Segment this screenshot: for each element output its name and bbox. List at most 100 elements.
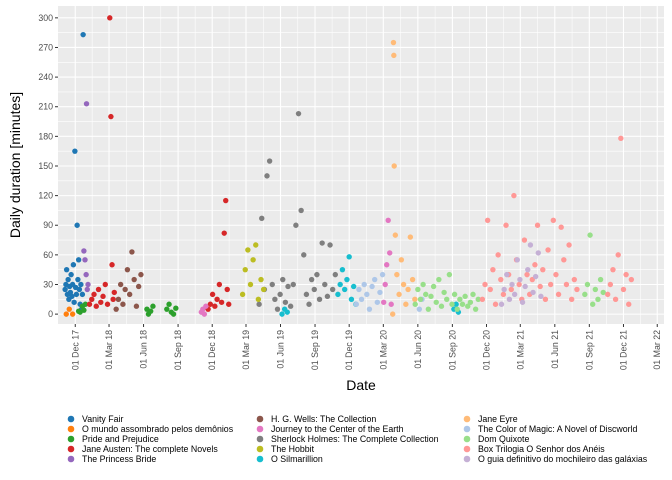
data-point <box>472 306 479 312</box>
data-point <box>166 301 172 307</box>
data-point <box>308 276 315 283</box>
data-point <box>293 222 299 228</box>
x-tick-label: 01 Mar 18 <box>104 330 114 370</box>
x-tick-label: 01 Dec 19 <box>344 330 354 370</box>
data-point <box>353 301 360 307</box>
data-point <box>226 301 232 307</box>
data-point <box>107 15 113 21</box>
data-point <box>475 296 481 303</box>
data-point <box>89 296 95 303</box>
data-point <box>124 266 131 273</box>
y-tick-label: 210 <box>38 102 53 112</box>
data-point <box>392 232 399 238</box>
data-point <box>102 281 108 288</box>
data-point <box>290 281 296 288</box>
data-point <box>566 242 572 248</box>
data-point <box>74 222 80 228</box>
data-point <box>73 291 80 298</box>
legend-label: The Princess Bride <box>82 454 156 464</box>
data-point <box>542 296 549 303</box>
data-point <box>344 276 350 283</box>
panel-background <box>58 6 664 324</box>
data-point <box>341 286 348 293</box>
x-tick-label: 01 Dec 18 <box>207 330 217 370</box>
x-tick-label: 01 Dec 20 <box>482 330 492 370</box>
data-point <box>537 283 543 290</box>
data-point <box>538 293 544 300</box>
data-point <box>348 296 355 303</box>
data-point <box>387 250 393 256</box>
data-point <box>256 301 262 307</box>
data-point <box>444 296 450 303</box>
data-point <box>135 283 142 290</box>
data-point <box>71 299 77 305</box>
data-point <box>68 271 74 278</box>
legend-key <box>463 415 471 423</box>
legend-label: Dom Quixote <box>478 434 529 444</box>
data-point <box>91 291 97 298</box>
legend-key <box>256 415 264 423</box>
data-point <box>623 271 629 278</box>
data-point <box>306 301 312 307</box>
data-point <box>314 271 320 278</box>
data-point <box>558 224 564 230</box>
data-point <box>260 286 267 293</box>
data-point <box>457 296 463 303</box>
data-point <box>203 303 209 309</box>
legend-label: O Silmarillion <box>271 454 323 464</box>
legend-key <box>256 445 264 453</box>
data-point <box>301 252 307 258</box>
data-point <box>272 296 278 303</box>
data-point <box>547 281 554 288</box>
data-point <box>425 306 432 312</box>
data-point <box>503 222 509 228</box>
data-point <box>467 299 474 305</box>
data-point <box>385 217 391 224</box>
data-point <box>462 293 468 300</box>
data-point <box>521 237 528 243</box>
data-point <box>83 101 90 107</box>
data-point <box>212 303 218 309</box>
data-point <box>303 291 310 298</box>
data-point <box>441 289 447 296</box>
y-tick-label: 240 <box>38 72 53 82</box>
data-point <box>405 286 411 293</box>
data-point <box>285 283 291 290</box>
data-point <box>433 299 439 305</box>
legend-label: Vanity Fair <box>82 414 123 424</box>
data-point <box>628 276 635 283</box>
data-point <box>93 303 99 309</box>
y-tick-label: 150 <box>38 161 53 171</box>
x-tick-label: 01 Sep 20 <box>447 330 457 370</box>
data-point <box>81 307 87 313</box>
data-point <box>390 39 397 46</box>
data-point <box>242 266 248 273</box>
grid-major <box>58 6 664 324</box>
data-point <box>391 163 397 169</box>
data-point <box>122 286 128 293</box>
data-point <box>339 266 346 273</box>
data-point <box>224 286 230 293</box>
data-point <box>82 301 89 307</box>
data-point <box>511 192 517 199</box>
data-point <box>95 286 102 293</box>
data-point <box>207 301 214 307</box>
data-point <box>612 296 619 303</box>
data-point <box>295 110 302 117</box>
data-point <box>584 281 591 288</box>
data-point <box>524 271 530 278</box>
data-point <box>574 286 580 293</box>
data-point <box>436 276 442 283</box>
data-point <box>479 296 486 303</box>
x-tick-label: 01 Jun 21 <box>550 330 560 369</box>
data-point <box>113 306 119 312</box>
data-point <box>415 286 421 293</box>
data-point <box>605 291 611 298</box>
data-point <box>138 271 144 278</box>
legend-key <box>463 425 471 433</box>
data-point <box>504 271 510 278</box>
data-point <box>126 291 133 298</box>
data-point <box>264 173 270 179</box>
